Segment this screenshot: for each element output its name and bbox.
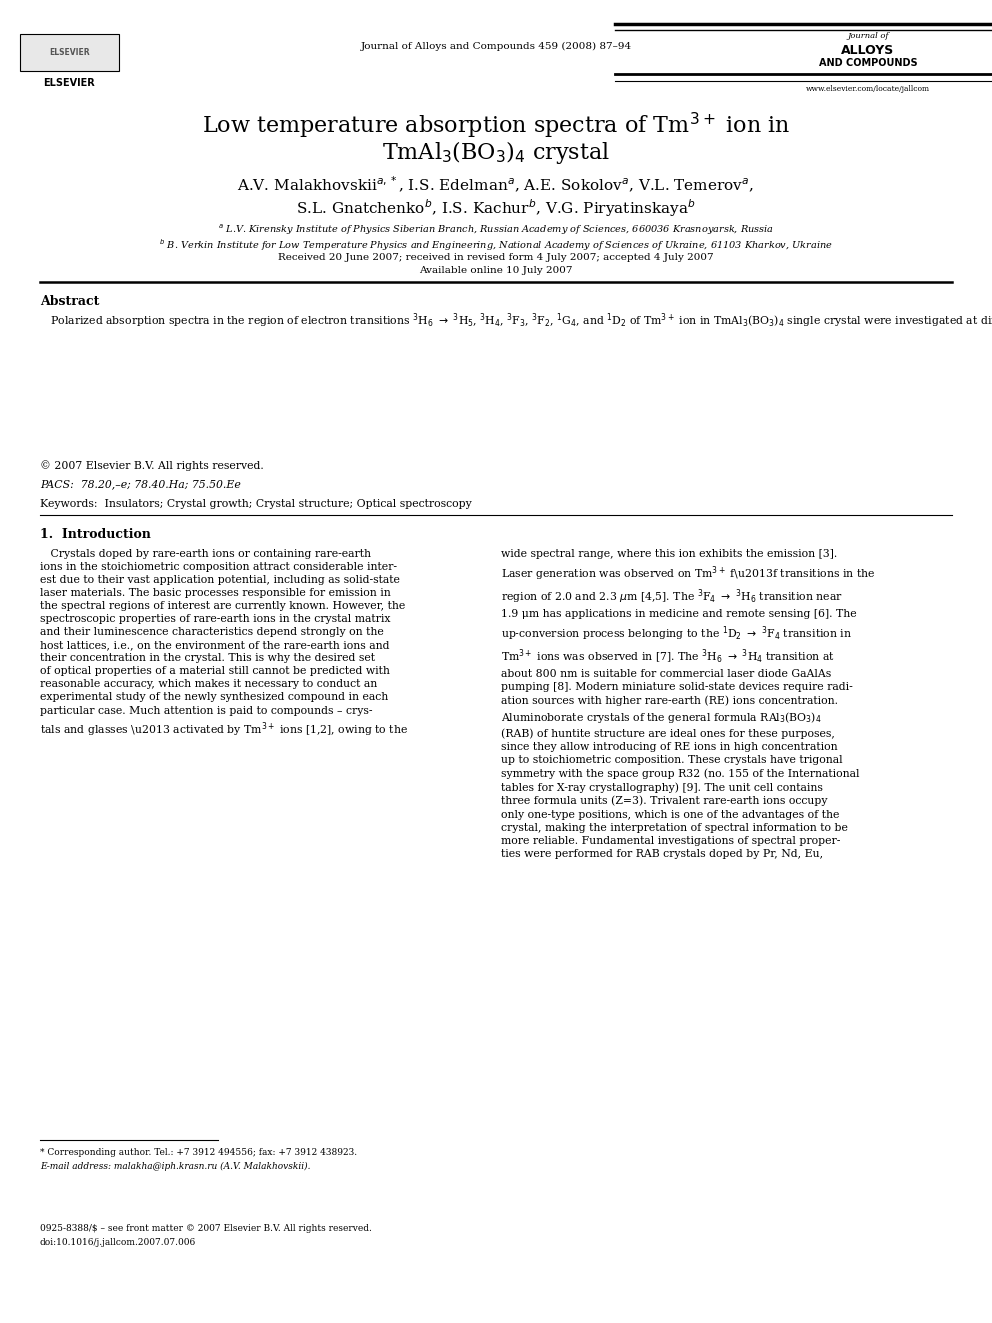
Text: E-mail address: malakha@iph.krasn.ru (A.V. Malakhovskii).: E-mail address: malakha@iph.krasn.ru (A.…	[40, 1162, 310, 1171]
Text: ELSEVIER: ELSEVIER	[44, 78, 95, 89]
Text: © 2007 Elsevier B.V. All rights reserved.: © 2007 Elsevier B.V. All rights reserved…	[40, 460, 264, 471]
Text: A.V. Malakhovskii$^{a,*}$, I.S. Edelman$^a$, A.E. Sokolov$^a$, V.L. Temerov$^a$,: A.V. Malakhovskii$^{a,*}$, I.S. Edelman$…	[237, 175, 755, 194]
Text: S.L. Gnatchenko$^b$, I.S. Kachur$^b$, V.G. Piryatinskaya$^b$: S.L. Gnatchenko$^b$, I.S. Kachur$^b$, V.…	[296, 197, 696, 218]
Text: Journal of: Journal of	[847, 32, 889, 40]
Text: Abstract: Abstract	[40, 295, 99, 308]
Text: PACS:  78.20,–e; 78.40.Ha; 75.50.Ee: PACS: 78.20,–e; 78.40.Ha; 75.50.Ee	[40, 479, 240, 490]
Text: Available online 10 July 2007: Available online 10 July 2007	[420, 266, 572, 275]
Text: ELSEVIER: ELSEVIER	[50, 49, 89, 57]
Text: wide spectral range, where this ion exhibits the emission [3].
Laser generation : wide spectral range, where this ion exhi…	[501, 549, 876, 859]
Text: 0925-8388/$ – see front matter © 2007 Elsevier B.V. All rights reserved.: 0925-8388/$ – see front matter © 2007 El…	[40, 1224, 372, 1233]
Text: $^a$ L.V. Kirensky Institute of Physics Siberian Branch, Russian Academy of Scie: $^a$ L.V. Kirensky Institute of Physics …	[218, 222, 774, 237]
Text: Received 20 June 2007; received in revised form 4 July 2007; accepted 4 July 200: Received 20 June 2007; received in revis…	[278, 253, 714, 262]
Text: Keywords:  Insulators; Crystal growth; Crystal structure; Optical spectroscopy: Keywords: Insulators; Crystal growth; Cr…	[40, 499, 471, 509]
Text: Polarized absorption spectra in the region of electron transitions $^3$H$_6$ $\r: Polarized absorption spectra in the regi…	[40, 311, 992, 329]
Text: $^b$ B. Verkin Institute for Low Temperature Physics and Engineering, National A: $^b$ B. Verkin Institute for Low Tempera…	[159, 237, 833, 253]
Text: doi:10.1016/j.jallcom.2007.07.006: doi:10.1016/j.jallcom.2007.07.006	[40, 1238, 196, 1248]
Text: AND COMPOUNDS: AND COMPOUNDS	[818, 58, 918, 69]
Text: Low temperature absorption spectra of Tm$^{3+}$ ion in: Low temperature absorption spectra of Tm…	[201, 111, 791, 142]
FancyBboxPatch shape	[20, 34, 119, 71]
Text: TmAl$_3$(BO$_3$)$_4$ crystal: TmAl$_3$(BO$_3$)$_4$ crystal	[382, 139, 610, 165]
Text: Crystals doped by rare-earth ions or containing rare-earth
ions in the stoichiom: Crystals doped by rare-earth ions or con…	[40, 549, 408, 740]
Text: 1.  Introduction: 1. Introduction	[40, 528, 151, 541]
Text: Journal of Alloys and Compounds 459 (2008) 87–94: Journal of Alloys and Compounds 459 (200…	[360, 42, 632, 52]
Text: www.elsevier.com/locate/jallcom: www.elsevier.com/locate/jallcom	[806, 85, 930, 93]
Text: ALLOYS: ALLOYS	[841, 44, 895, 57]
Text: * Corresponding author. Tel.: +7 3912 494556; fax: +7 3912 438923.: * Corresponding author. Tel.: +7 3912 49…	[40, 1148, 357, 1158]
